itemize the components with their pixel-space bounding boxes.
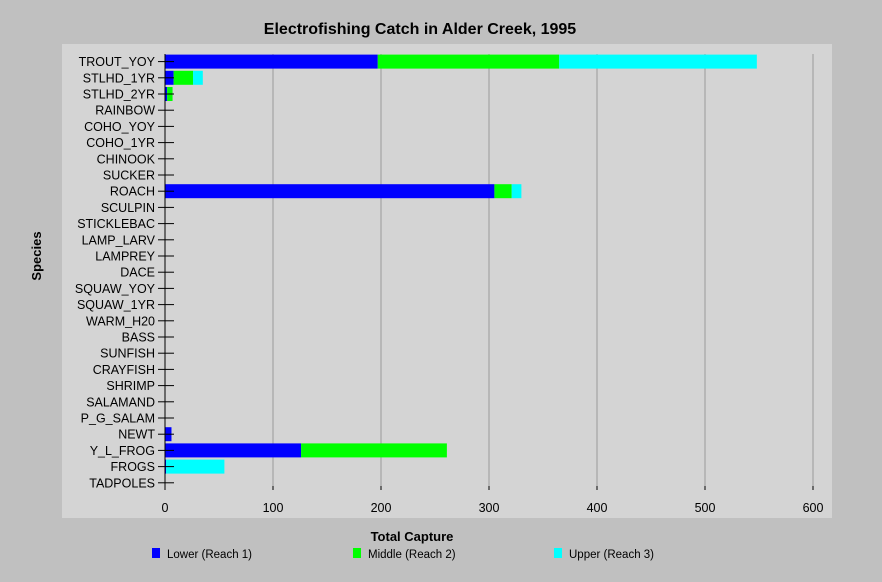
bar-trout-yoy-middle-reach-2	[377, 54, 560, 69]
axes: TROUT_YOY STLHD_1YR STLHD_2YR RAINBOW COHO_Y…	[75, 54, 824, 515]
x-tick-label-100: 100	[263, 501, 284, 515]
plot-panel	[62, 44, 832, 518]
y-tick-label-lamprey: LAMPREY	[95, 250, 155, 264]
y-tick-label-shrimp: SHRIMP	[106, 379, 155, 393]
y-tick-label-sunfish: SUNFISH	[100, 347, 155, 361]
x-tick-label-600: 600	[803, 501, 824, 515]
y-tick-label-p-g-salam: P_G_SALAM	[81, 412, 155, 426]
legend-swatch-lower-reach-1	[152, 548, 160, 558]
y-tick-label-y-l-frog: Y_L_FROG	[90, 444, 155, 458]
y-tick-label-bass: BASS	[122, 331, 155, 345]
bar-roach-lower-reach-1	[165, 184, 495, 199]
x-tick-label-300: 300	[479, 501, 500, 515]
y-tick-label-crayfish: CRAYFISH	[93, 363, 155, 377]
legend: Lower (Reach 1) Middle (Reach 2) Upper (Re…	[152, 548, 654, 561]
y-tick-label-sculpin: SCULPIN	[101, 201, 155, 215]
bar-trout-yoy-upper-reach-3	[559, 54, 757, 69]
y-tick-label-newt: NEWT	[118, 428, 155, 442]
y-tick-label-roach: ROACH	[110, 185, 155, 199]
bar-y-l-frog-middle-reach-2	[301, 443, 447, 458]
x-tick-label-0: 0	[162, 501, 169, 515]
y-tick-label-warm-h20: WARM_H20	[86, 314, 155, 328]
x-tick-label-200: 200	[371, 501, 392, 515]
y-tick-label-squaw-yoy: SQUAW_YOY	[75, 282, 156, 296]
y-tick-label-stlhd-2yr: STLHD_2YR	[83, 88, 155, 102]
y-tick-label-frogs: FROGS	[111, 460, 155, 474]
y-tick-label-lamp-larv: LAMP_LARV	[82, 233, 156, 247]
legend-swatch-upper-reach-3	[554, 548, 562, 558]
y-tick-label-trout-yoy: TROUT_YOY	[79, 55, 156, 69]
x-axis-label: Total Capture	[371, 529, 454, 544]
bar-stlhd-1yr-upper-reach-3	[193, 70, 203, 85]
y-tick-label-rainbow: RAINBOW	[95, 104, 155, 118]
y-tick-label-sticklebac: STICKLEBAC	[77, 217, 155, 231]
legend-swatch-middle-reach-2	[353, 548, 361, 558]
y-tick-label-squaw-1yr: SQUAW_1YR	[77, 298, 155, 312]
y-tick-label-chinook: CHINOOK	[97, 152, 156, 166]
y-tick-label-dace: DACE	[120, 266, 155, 280]
bar-y-l-frog-lower-reach-1	[165, 443, 302, 458]
y-tick-label-salamand: SALAMAND	[86, 395, 155, 409]
bars	[165, 54, 757, 474]
y-tick-label-coho-1yr: COHO_1YR	[86, 136, 155, 150]
y-axis-label: Species	[29, 231, 44, 280]
y-tick-label-stlhd-1yr: STLHD_1YR	[83, 71, 155, 85]
bar-stlhd-1yr-middle-reach-2	[173, 70, 194, 85]
bar-frogs-upper-reach-3	[166, 459, 225, 474]
y-tick-label-coho-yoy: COHO_YOY	[84, 120, 156, 134]
bar-roach-middle-reach-2	[494, 184, 512, 199]
bar-trout-yoy-lower-reach-1	[165, 54, 378, 69]
bar-roach-upper-reach-3	[511, 184, 522, 199]
legend-label-lower-reach-1: Lower (Reach 1)	[167, 549, 252, 561]
grid-lines	[272, 54, 814, 486]
y-tick-label-sucker: SUCKER	[103, 169, 155, 183]
legend-label-upper-reach-3: Upper (Reach 3)	[569, 549, 654, 561]
chart-title: Electrofishing Catch in Alder Creek, 199…	[264, 21, 577, 38]
x-tick-label-400: 400	[587, 501, 608, 515]
y-tick-label-tadpoles: TADPOLES	[89, 476, 155, 490]
x-tick-label-500: 500	[695, 501, 716, 515]
legend-label-middle-reach-2: Middle (Reach 2)	[368, 549, 456, 561]
